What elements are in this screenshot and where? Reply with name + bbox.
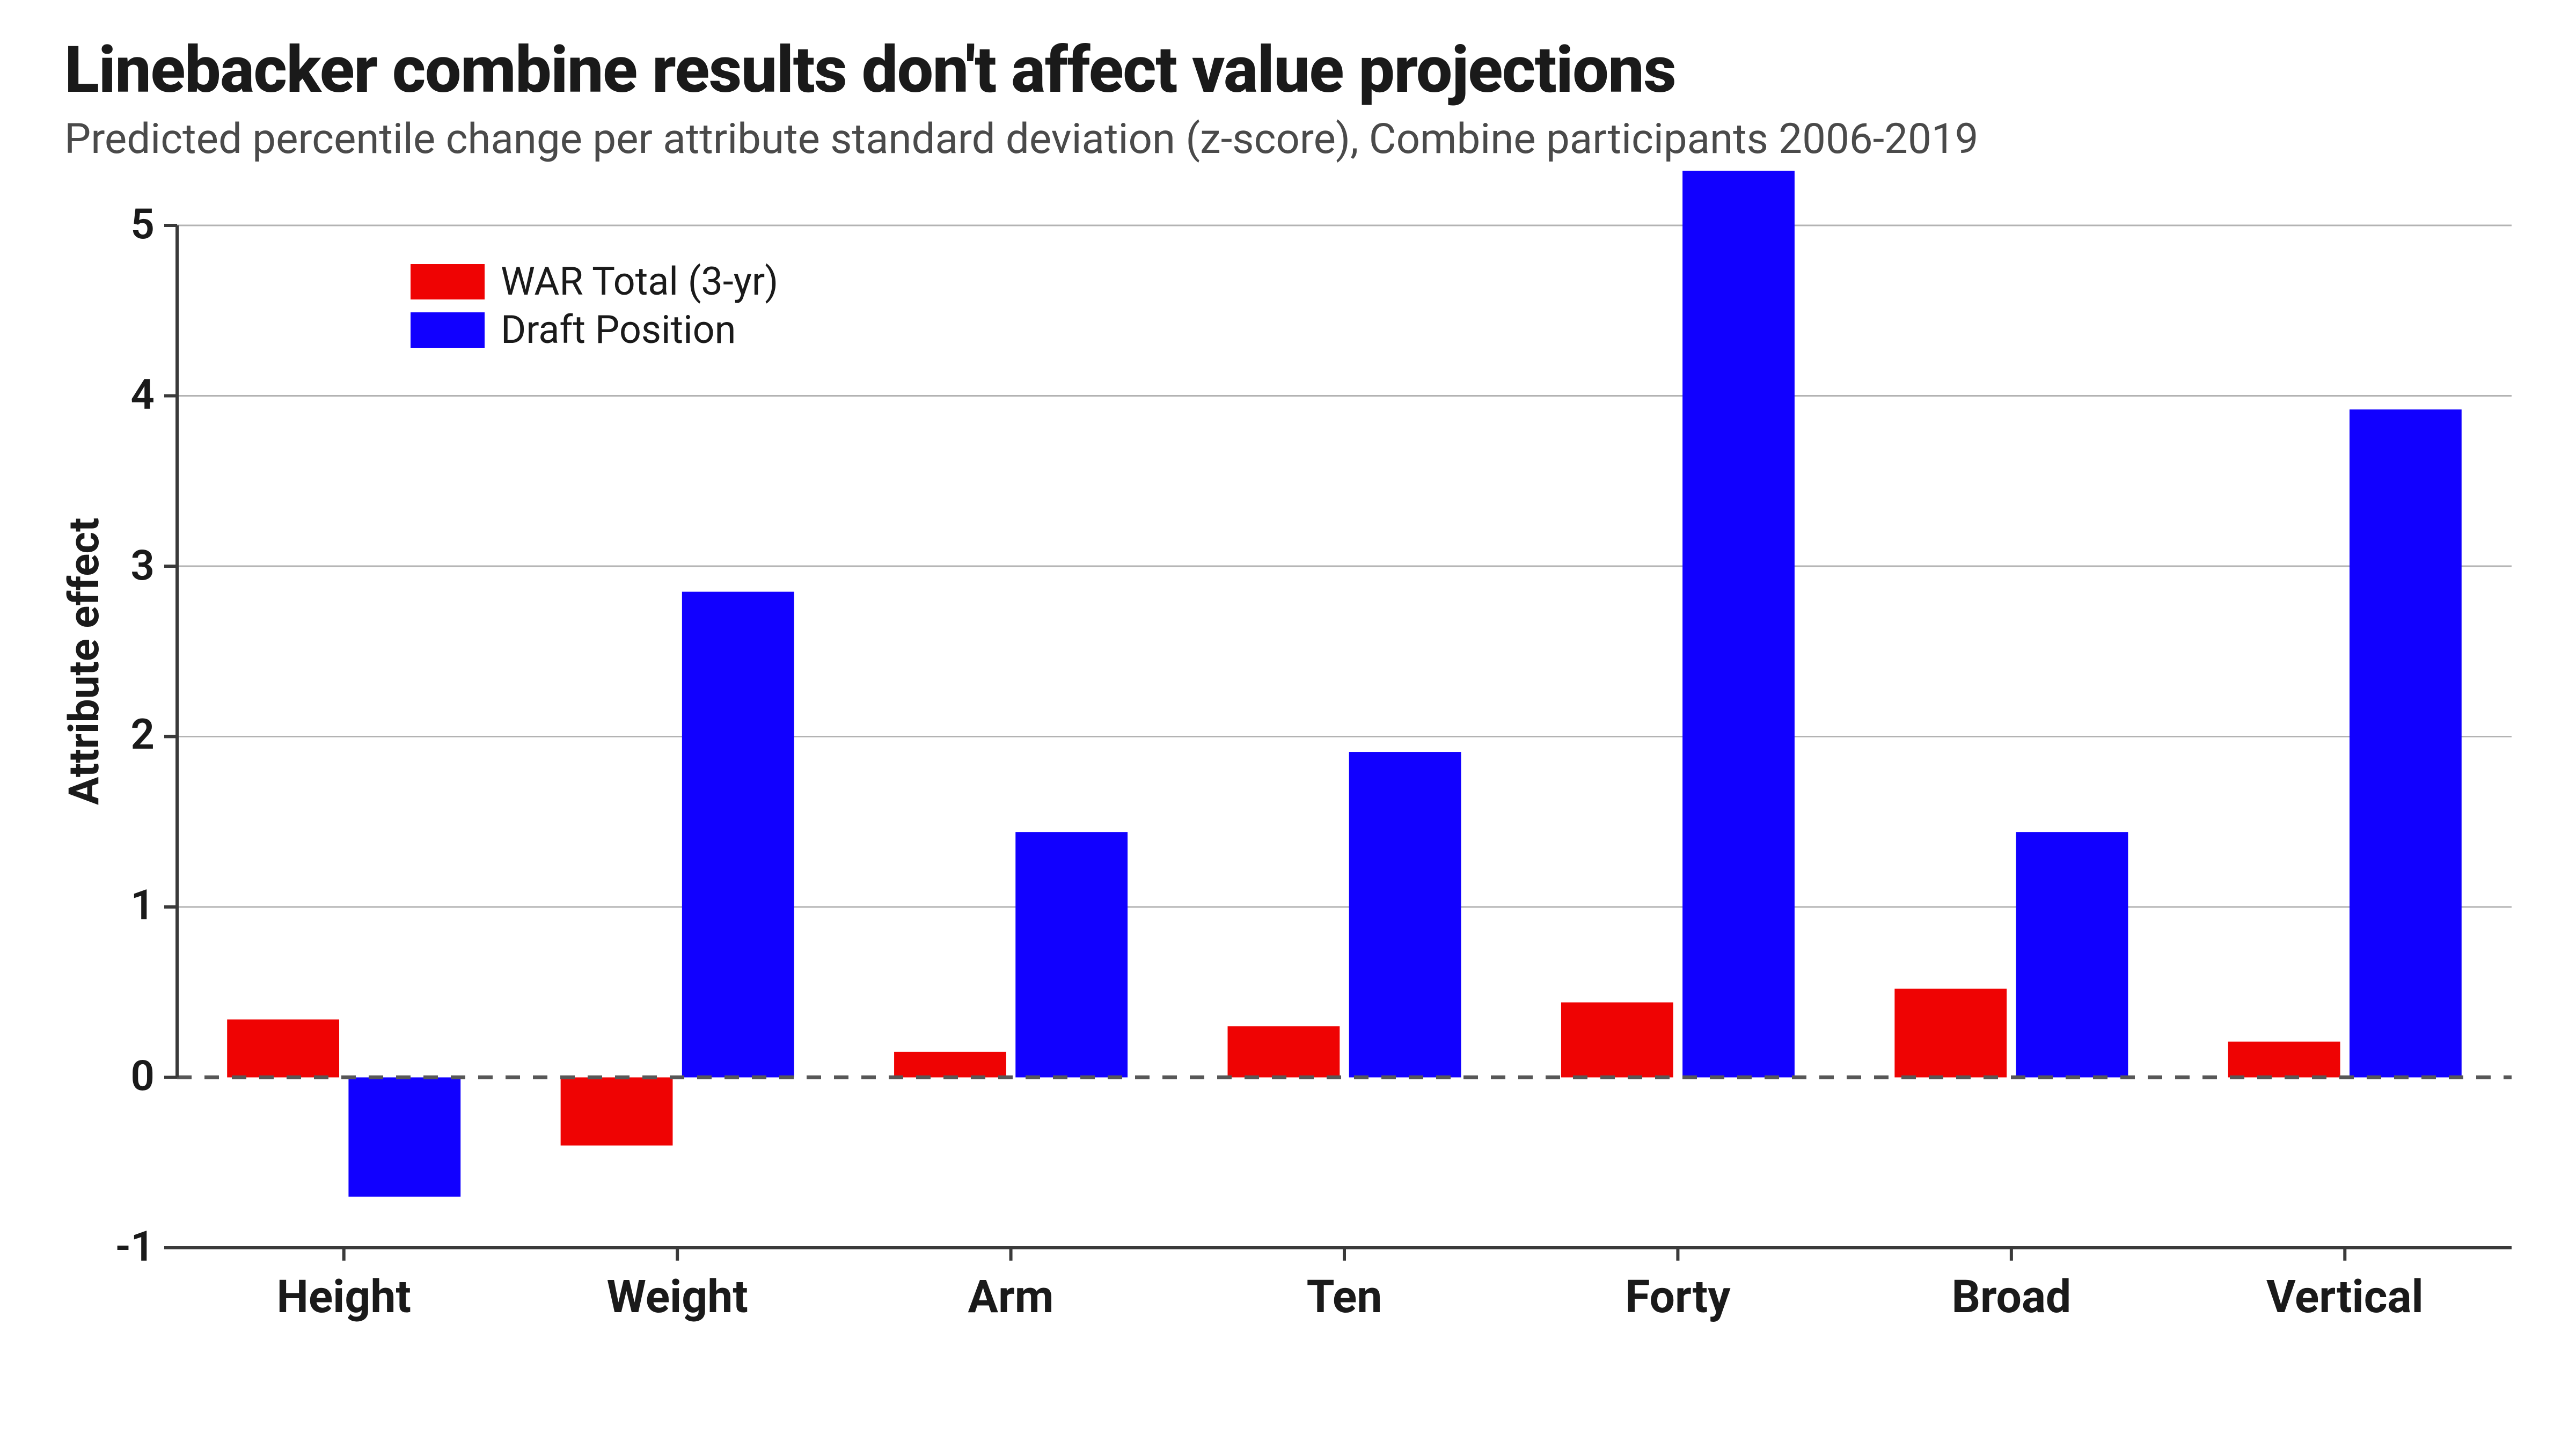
x-category-label: Vertical: [2266, 1270, 2424, 1323]
y-tick-label: 5: [74, 201, 155, 250]
x-category-label: Forty: [1625, 1270, 1730, 1323]
x-category-label: Weight: [606, 1270, 748, 1323]
y-tick-label: -1: [74, 1224, 155, 1272]
x-category-label: Ten: [1307, 1270, 1382, 1323]
legend-label: WAR Total (3-yr): [501, 259, 778, 304]
y-tick-label: 0: [74, 1053, 155, 1101]
y-axis-title: Attribute effect: [61, 517, 109, 804]
y-tick-label: 4: [74, 371, 155, 420]
legend-label: Draft Position: [501, 308, 736, 353]
legend-swatch: [411, 264, 485, 299]
y-tick-label: 1: [74, 883, 155, 931]
legend-swatch: [411, 312, 485, 348]
x-category-label: Broad: [1951, 1270, 2071, 1323]
axes-layer: [0, 0, 2576, 1449]
x-category-label: Height: [277, 1270, 411, 1323]
x-category-label: Arm: [968, 1270, 1054, 1323]
